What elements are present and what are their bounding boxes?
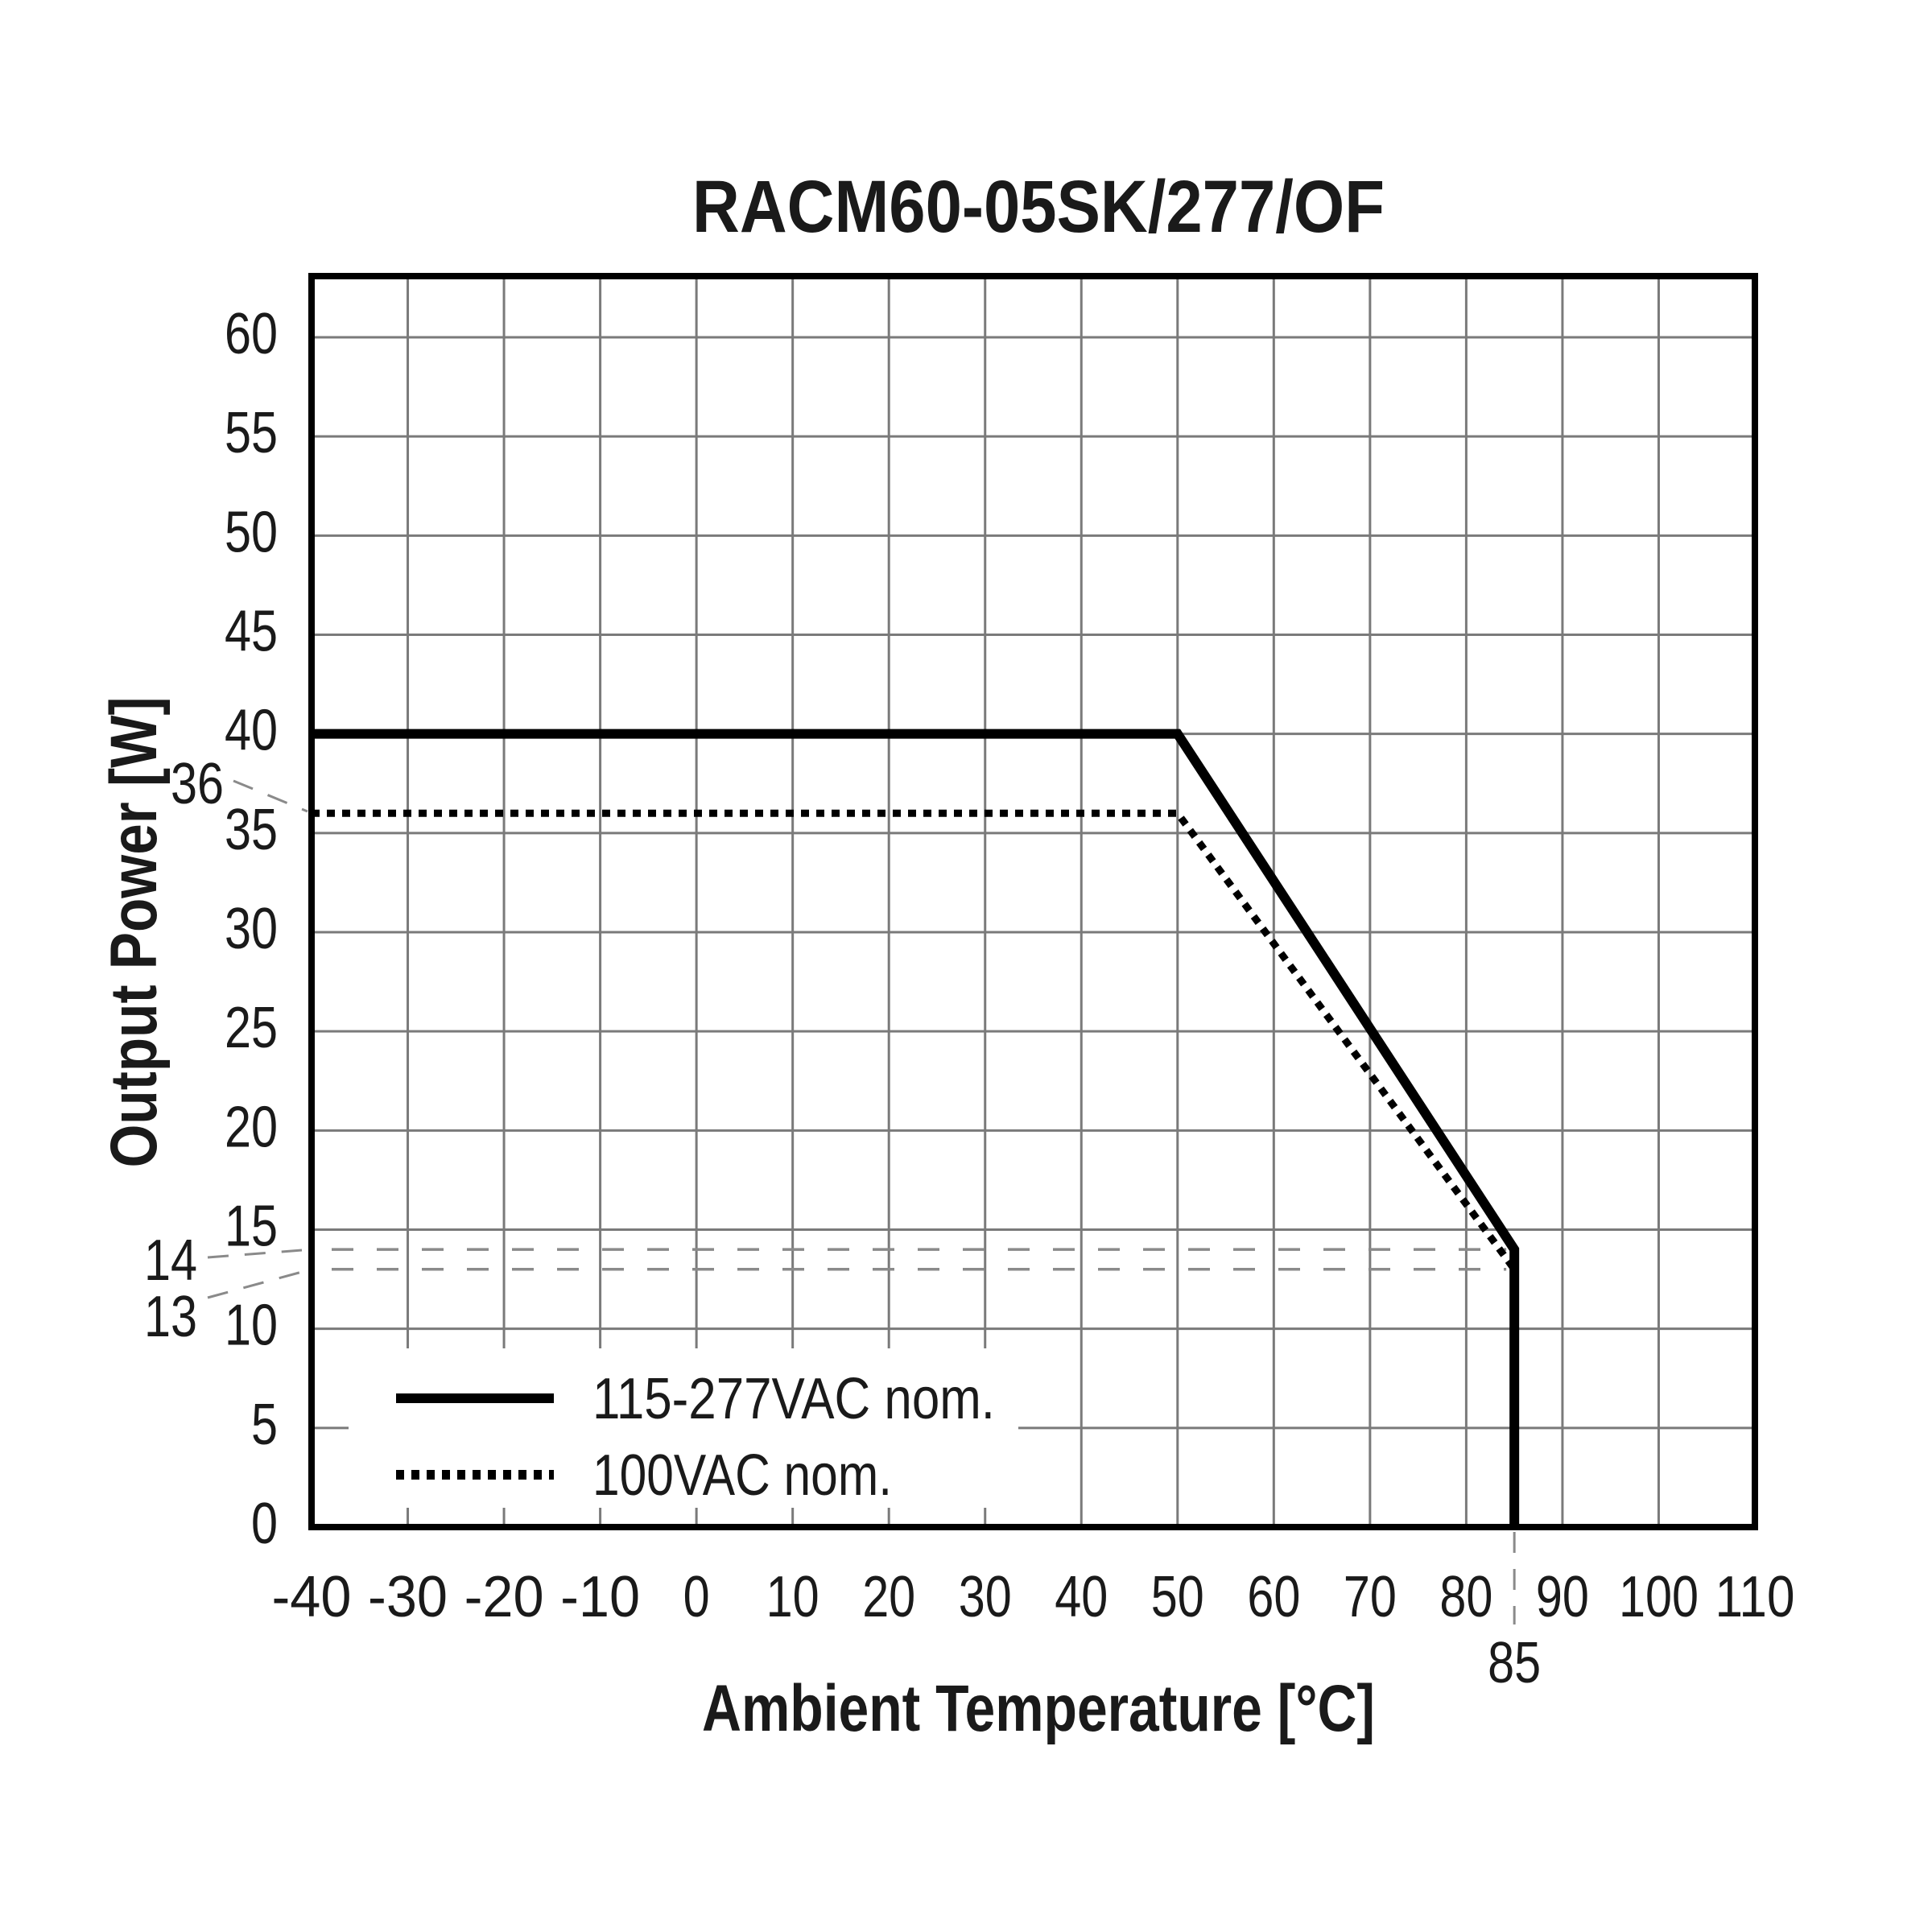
x-tick-label: 100 bbox=[1619, 1565, 1699, 1629]
chart-title: RACM60-05SK/277/OF bbox=[692, 166, 1385, 248]
annotation-leader-13 bbox=[207, 1270, 303, 1299]
legend-background bbox=[349, 1348, 1018, 1508]
x-tick-label: 110 bbox=[1715, 1565, 1795, 1629]
x-tick-label: 40 bbox=[1055, 1565, 1108, 1629]
legend-label-115-277vac: 115-277VAC nom. bbox=[592, 1367, 995, 1431]
annotation-leader-14 bbox=[207, 1249, 303, 1259]
x-tick-label: 60 bbox=[1247, 1565, 1300, 1629]
y-tick-label: 60 bbox=[225, 302, 278, 366]
x-axis-label: Ambient Temperature [°C] bbox=[702, 1672, 1375, 1745]
y-tick-label: 0 bbox=[251, 1492, 278, 1556]
x-tick-label: -20 bbox=[464, 1565, 544, 1629]
y-axis-ticks: 0 5 10 15 20 25 30 35 40 45 50 55 60 bbox=[225, 302, 278, 1556]
x-tick-label: 50 bbox=[1151, 1565, 1204, 1629]
x-tick-label: 0 bbox=[683, 1565, 710, 1629]
x-axis-ticks: -40 -30 -20 -10 0 10 20 30 40 50 60 70 80 90 100 110 bbox=[272, 1565, 1795, 1629]
y-tick-label: 45 bbox=[225, 600, 278, 664]
series-115-277vac-line bbox=[312, 729, 1520, 1527]
y-tick-label: 50 bbox=[225, 500, 278, 564]
y-tick-label: 20 bbox=[225, 1095, 278, 1159]
x-tick-label: 30 bbox=[959, 1565, 1012, 1629]
reference-lines bbox=[332, 1248, 1507, 1271]
annotation-leader-36 bbox=[233, 779, 308, 813]
x-tick-label: 80 bbox=[1439, 1565, 1492, 1629]
y-axis-label: Output Power [W] bbox=[97, 697, 171, 1168]
annotation-label-13: 13 bbox=[144, 1285, 197, 1349]
x-tick-label: -30 bbox=[368, 1565, 448, 1629]
y-tick-label: 5 bbox=[251, 1393, 278, 1457]
y-tick-label: 40 bbox=[225, 699, 278, 763]
y-tick-label: 35 bbox=[225, 798, 278, 862]
y-tick-label: 55 bbox=[225, 401, 278, 465]
gridlines bbox=[312, 276, 1755, 1527]
y-tick-label: 10 bbox=[225, 1294, 278, 1358]
plot-frame bbox=[308, 273, 1758, 1530]
x-tick-label: 10 bbox=[766, 1565, 819, 1629]
x-tick-label: 20 bbox=[862, 1565, 915, 1629]
legend: 115-277VAC nom. 100VAC nom. bbox=[349, 1348, 1018, 1508]
series-100vac-line bbox=[312, 809, 1517, 1272]
annotation-label-14: 14 bbox=[144, 1228, 197, 1293]
x-tick-label: -40 bbox=[272, 1565, 352, 1629]
y-tick-label: 25 bbox=[225, 996, 278, 1060]
annotation-label-36: 36 bbox=[171, 752, 224, 816]
x-tick-label: 90 bbox=[1536, 1565, 1589, 1629]
annotation-label-85: 85 bbox=[1488, 1631, 1541, 1695]
y-tick-label: 15 bbox=[225, 1195, 278, 1259]
y-tick-label: 30 bbox=[225, 897, 278, 961]
x-tick-label: -10 bbox=[560, 1565, 640, 1629]
data-series bbox=[312, 729, 1520, 1527]
x-tick-label: 70 bbox=[1344, 1565, 1397, 1629]
legend-label-100vac: 100VAC nom. bbox=[592, 1443, 892, 1508]
